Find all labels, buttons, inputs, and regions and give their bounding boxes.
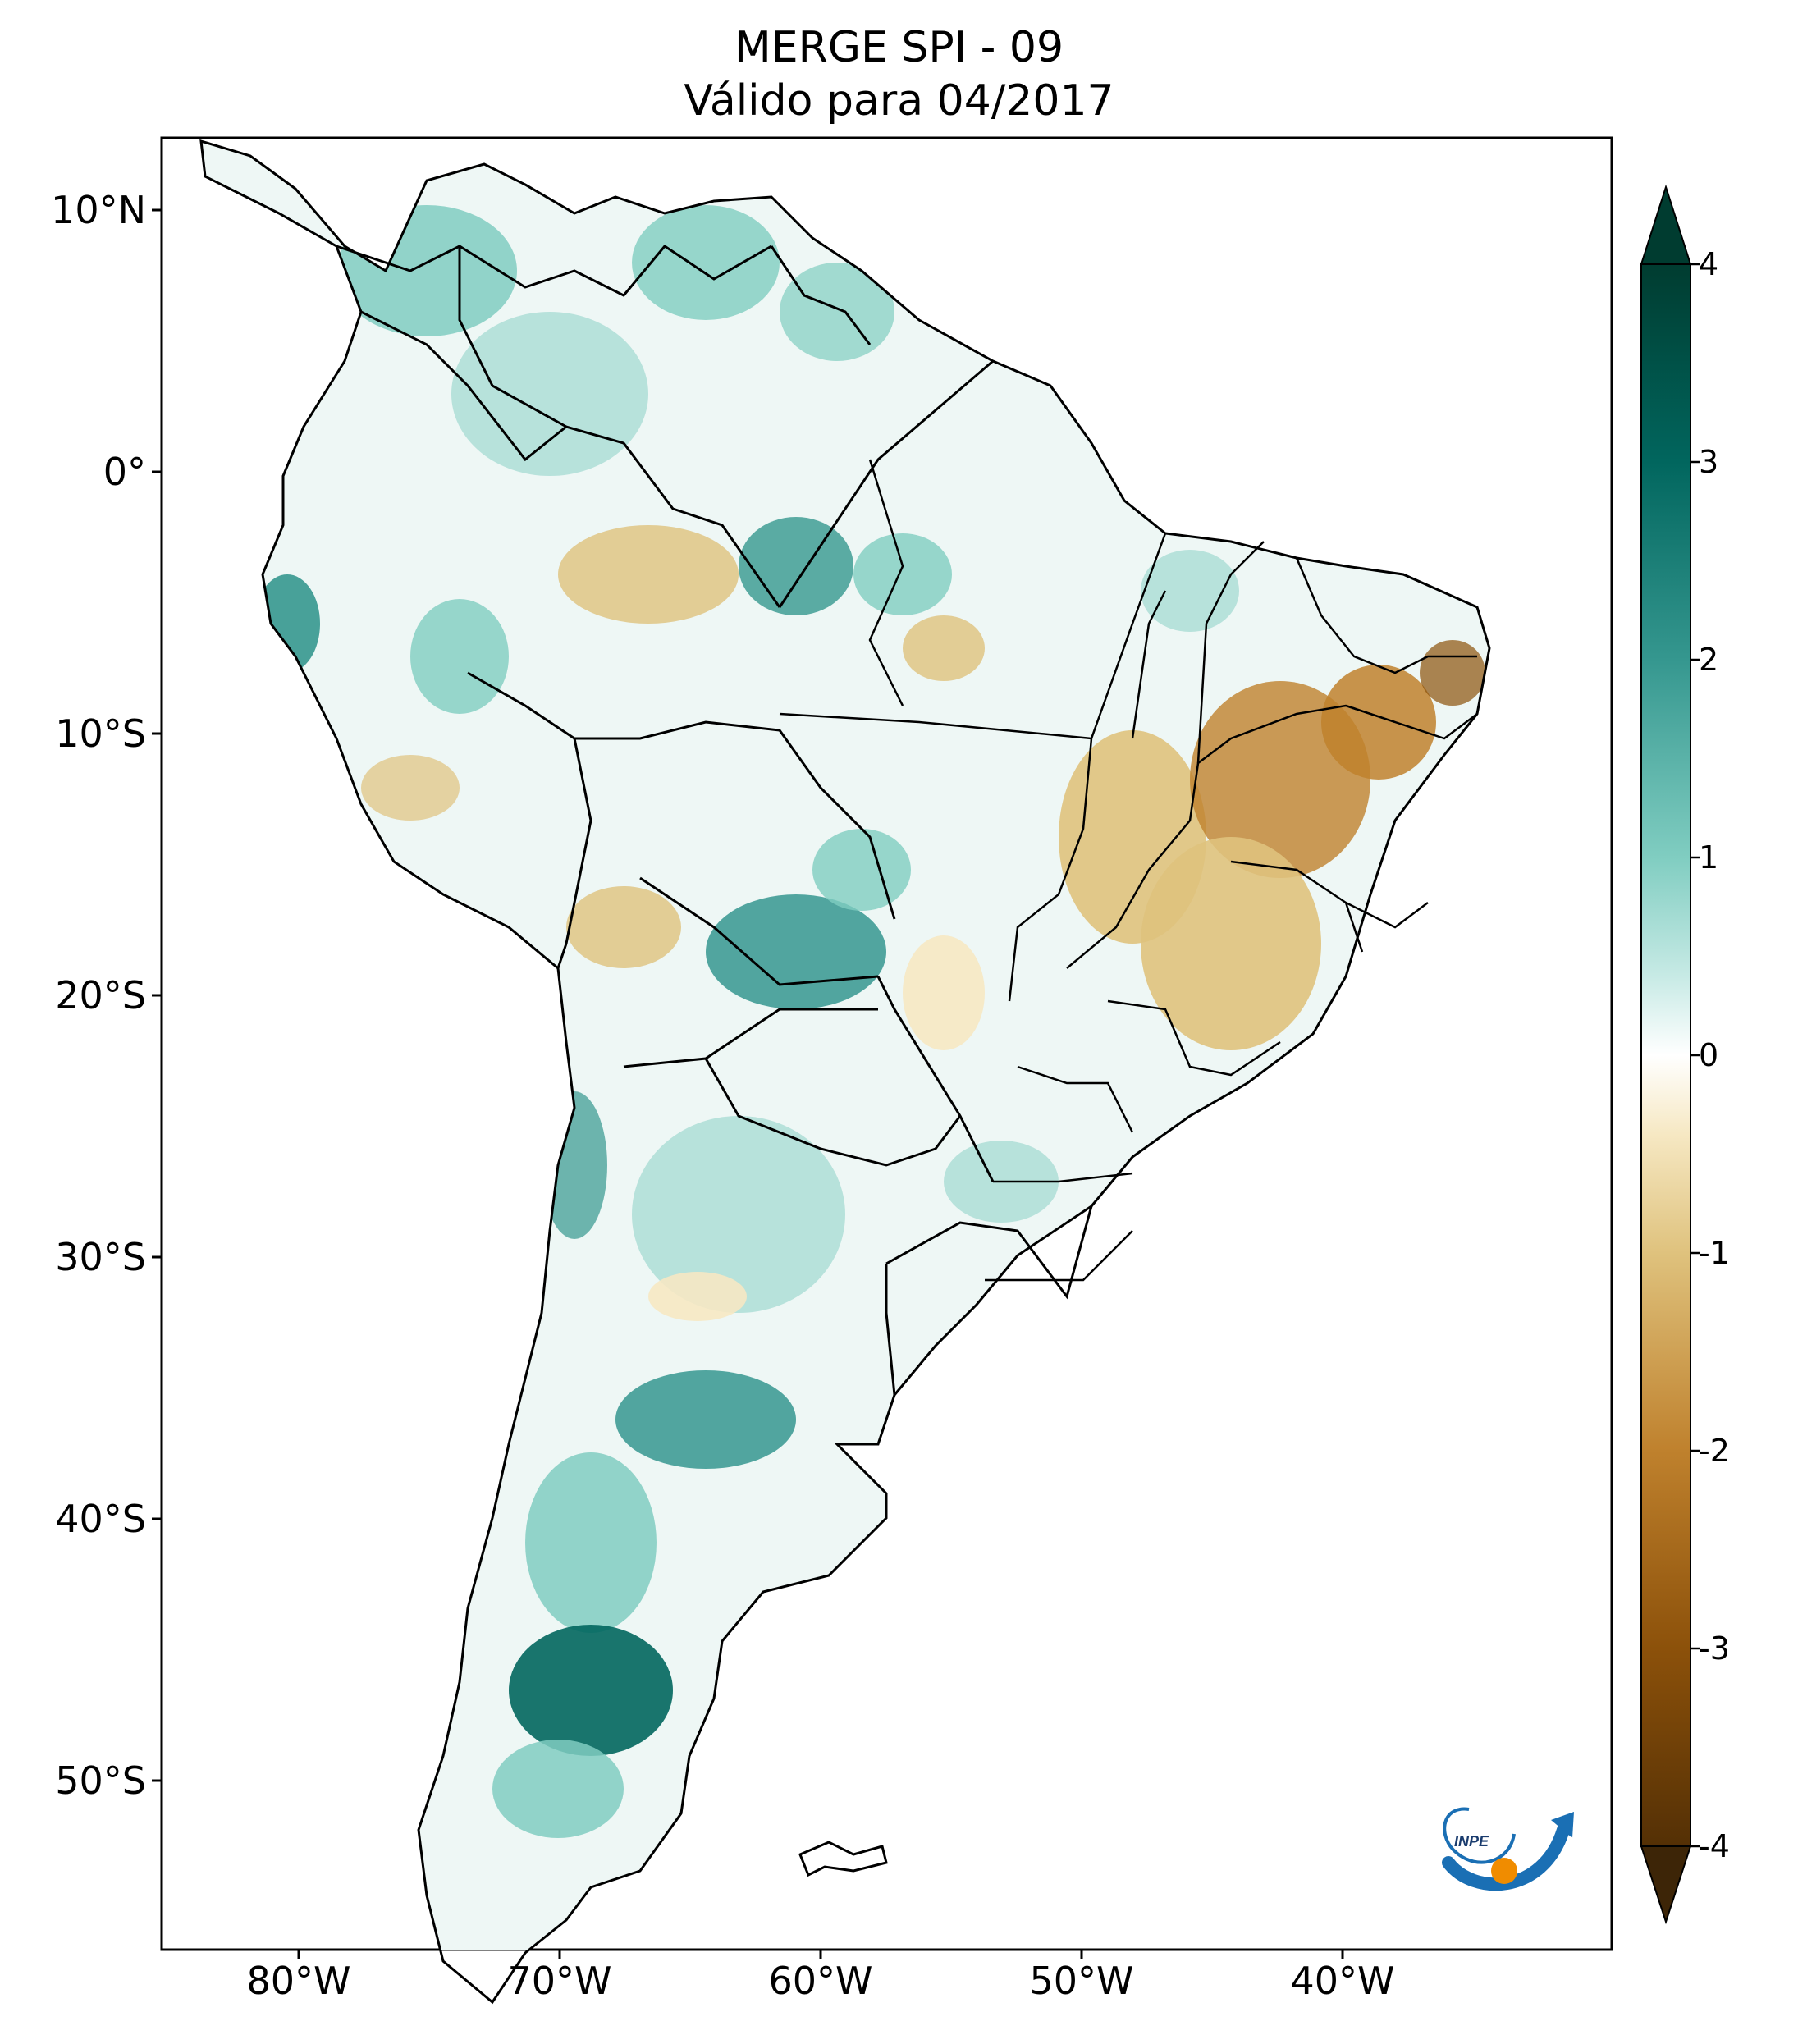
colorbar-tick-label: -4: [1699, 1828, 1730, 1864]
colorbar-tick-label: 1: [1699, 839, 1719, 876]
lat-tick-label: 10°S: [55, 711, 146, 756]
colorbar-max-extension: [1640, 184, 1692, 265]
falkland-islands: [798, 1841, 888, 1877]
lat-tick-label: 40°S: [55, 1497, 146, 1541]
map-title: MERGE SPI - 09: [734, 23, 1064, 72]
lon-tick-label: 40°W: [1290, 1959, 1395, 2003]
lon-tick-label: 80°W: [246, 1959, 351, 2003]
map-subtitle: Válido para 04/2017: [684, 76, 1114, 126]
lat-tick-label: 20°S: [55, 973, 146, 1017]
lon-tick-label: 50°W: [1029, 1959, 1134, 2003]
lat-tick-label: 10°N: [51, 188, 146, 232]
lon-tick-label: 70°W: [507, 1959, 612, 2003]
colorbar-min-extension: [1640, 1845, 1692, 1925]
colorbar-tick-label: -2: [1699, 1433, 1730, 1469]
lat-tick-label: 30°S: [55, 1235, 146, 1279]
colorbar-tick-label: 0: [1699, 1037, 1719, 1073]
colorbar-tick-marks: [1690, 263, 1700, 1848]
colorbar-tick-label: -1: [1699, 1235, 1730, 1271]
colorbar-tick-label: 2: [1699, 642, 1719, 678]
lon-tick-marks: [297, 1950, 1344, 1959]
lat-tick-label: 0°: [103, 450, 146, 494]
inpe-logo: INPE: [1442, 1807, 1574, 1891]
colorbar-tick-label: -3: [1699, 1630, 1730, 1667]
lat-tick-marks: [152, 208, 162, 1782]
colorbar-tick-label: 4: [1699, 246, 1719, 282]
inpe-logo-dot: [1491, 1858, 1517, 1884]
lon-tick-label: 60°W: [768, 1959, 873, 2003]
lat-tick-label: 50°S: [55, 1758, 146, 1803]
colorbar-tick-label: 3: [1699, 444, 1719, 480]
colorbar: [1640, 184, 1700, 1925]
country-borders: [336, 245, 1093, 1396]
inpe-logo-text: INPE: [1454, 1833, 1489, 1850]
state-borders: [779, 459, 1478, 1282]
colorbar-body: [1640, 263, 1691, 1847]
